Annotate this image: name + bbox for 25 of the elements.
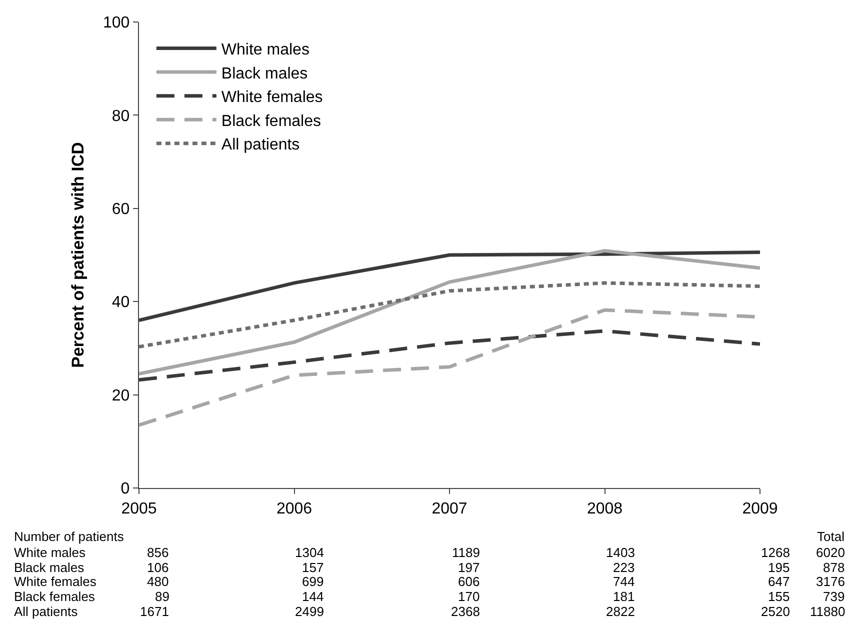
legend-label: Black males	[221, 65, 308, 82]
y-tick-label: 80	[112, 108, 130, 125]
y-tick-label: 100	[102, 14, 130, 32]
y-axis-title: Percent of patients with ICD	[68, 142, 88, 368]
text: Black males 106 157 197 223 195 878	[14, 560, 845, 575]
legend-label: White females	[221, 89, 323, 106]
line-series	[139, 249, 760, 376]
x-tick-label: 2006	[276, 500, 312, 518]
legend-label: White males	[221, 41, 310, 58]
text: Black females 89 144 170 181 155 739	[14, 589, 845, 604]
y-tick-label: 0	[120, 480, 130, 498]
x-tick-label: 2009	[742, 500, 778, 518]
legend-label: Black females	[221, 112, 322, 130]
x-tick-label: 2008	[586, 500, 623, 518]
y-tick-label: 40	[112, 294, 130, 312]
text: Number of patients Total	[14, 529, 844, 544]
text: All patients 1671 2499 2368 2822 2520 11880	[14, 604, 846, 619]
line-series	[139, 281, 760, 349]
y-tick-label: 20	[112, 387, 130, 404]
legend-label: All patients	[221, 136, 300, 154]
text: White males 856 1304 1189 1403 1268 6020	[14, 545, 845, 560]
x-tick-label: 2005	[121, 500, 157, 518]
text: White females 480 699 606 744 647 3176	[14, 574, 845, 589]
y-tick-label: 60	[112, 201, 130, 218]
x-tick-label: 2007	[432, 500, 468, 518]
